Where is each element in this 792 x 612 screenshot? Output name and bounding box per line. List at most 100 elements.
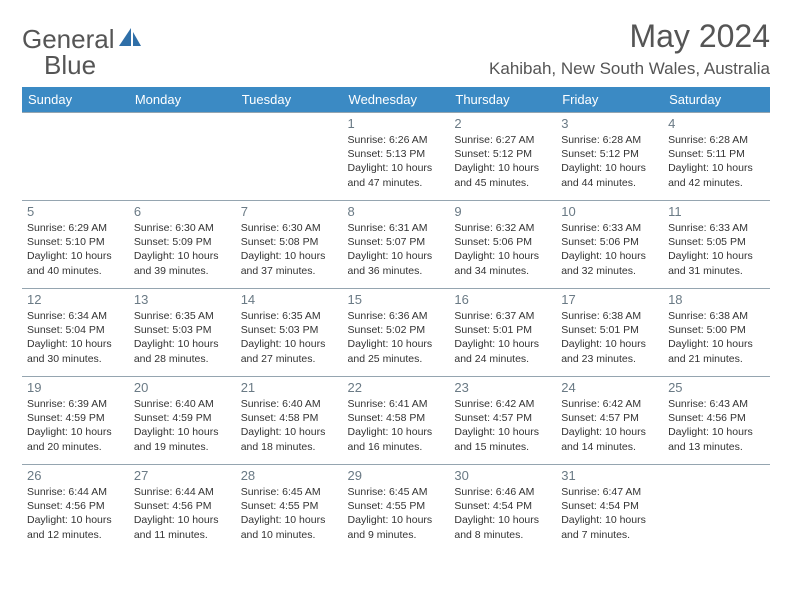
- info-line: Daylight: 10 hours: [561, 249, 658, 263]
- info-line: Sunset: 5:06 PM: [454, 235, 551, 249]
- empty-cell: [129, 113, 236, 201]
- info-line: Sunrise: 6:45 AM: [348, 485, 445, 499]
- info-line: and 16 minutes.: [348, 440, 445, 454]
- info-line: Daylight: 10 hours: [134, 337, 231, 351]
- day-cell: 28Sunrise: 6:45 AMSunset: 4:55 PMDayligh…: [236, 465, 343, 553]
- day-number: 14: [241, 292, 338, 307]
- info-line: and 21 minutes.: [668, 352, 765, 366]
- day-info: Sunrise: 6:40 AMSunset: 4:59 PMDaylight:…: [134, 397, 231, 454]
- empty-cell: [236, 113, 343, 201]
- day-cell: 4Sunrise: 6:28 AMSunset: 5:11 PMDaylight…: [663, 113, 770, 201]
- weekday-header: Tuesday: [236, 87, 343, 113]
- info-line: Daylight: 10 hours: [454, 337, 551, 351]
- info-line: Sunset: 5:11 PM: [668, 147, 765, 161]
- info-line: Sunrise: 6:40 AM: [241, 397, 338, 411]
- info-line: Sunset: 5:02 PM: [348, 323, 445, 337]
- info-line: Daylight: 10 hours: [668, 337, 765, 351]
- month-title: May 2024: [489, 18, 770, 55]
- info-line: Sunrise: 6:28 AM: [668, 133, 765, 147]
- day-number: 23: [454, 380, 551, 395]
- info-line: Daylight: 10 hours: [348, 337, 445, 351]
- day-cell: 23Sunrise: 6:42 AMSunset: 4:57 PMDayligh…: [449, 377, 556, 465]
- day-cell: 20Sunrise: 6:40 AMSunset: 4:59 PMDayligh…: [129, 377, 236, 465]
- info-line: Sunset: 4:54 PM: [454, 499, 551, 513]
- info-line: Daylight: 10 hours: [561, 337, 658, 351]
- day-info: Sunrise: 6:31 AMSunset: 5:07 PMDaylight:…: [348, 221, 445, 278]
- info-line: Daylight: 10 hours: [241, 513, 338, 527]
- info-line: and 44 minutes.: [561, 176, 658, 190]
- day-number: 17: [561, 292, 658, 307]
- info-line: Daylight: 10 hours: [454, 249, 551, 263]
- day-info: Sunrise: 6:47 AMSunset: 4:54 PMDaylight:…: [561, 485, 658, 542]
- info-line: Sunset: 5:12 PM: [454, 147, 551, 161]
- info-line: Sunset: 4:59 PM: [134, 411, 231, 425]
- day-cell: 14Sunrise: 6:35 AMSunset: 5:03 PMDayligh…: [236, 289, 343, 377]
- day-info: Sunrise: 6:33 AMSunset: 5:05 PMDaylight:…: [668, 221, 765, 278]
- info-line: Sunset: 5:08 PM: [241, 235, 338, 249]
- info-line: Sunrise: 6:37 AM: [454, 309, 551, 323]
- week-row: 12Sunrise: 6:34 AMSunset: 5:04 PMDayligh…: [22, 289, 770, 377]
- day-info: Sunrise: 6:36 AMSunset: 5:02 PMDaylight:…: [348, 309, 445, 366]
- day-info: Sunrise: 6:43 AMSunset: 4:56 PMDaylight:…: [668, 397, 765, 454]
- info-line: Daylight: 10 hours: [348, 161, 445, 175]
- day-cell: 2 Sunrise: 6:27 AMSunset: 5:12 PMDaylight…: [449, 113, 556, 201]
- day-info: Sunrise: 6:37 AMSunset: 5:01 PMDaylight:…: [454, 309, 551, 366]
- info-line: Sunrise: 6:44 AM: [134, 485, 231, 499]
- day-cell: 22Sunrise: 6:41 AMSunset: 4:58 PMDayligh…: [343, 377, 450, 465]
- day-info: Sunrise: 6:38 AMSunset: 5:01 PMDaylight:…: [561, 309, 658, 366]
- info-line: and 15 minutes.: [454, 440, 551, 454]
- info-line: and 10 minutes.: [241, 528, 338, 542]
- week-row: 1Sunrise: 6:26 AMSunset: 5:13 PMDaylight…: [22, 113, 770, 201]
- info-line: Daylight: 10 hours: [348, 425, 445, 439]
- day-cell: 30Sunrise: 6:46 AMSunset: 4:54 PMDayligh…: [449, 465, 556, 553]
- day-info: Sunrise: 6:33 AMSunset: 5:06 PMDaylight:…: [561, 221, 658, 278]
- day-number: 27: [134, 468, 231, 483]
- day-number: 1: [348, 116, 445, 131]
- day-number: 12: [27, 292, 124, 307]
- info-line: and 14 minutes.: [561, 440, 658, 454]
- info-line: Sunrise: 6:39 AM: [27, 397, 124, 411]
- empty-cell: [22, 113, 129, 201]
- day-info: Sunrise: 6:42 AMSunset: 4:57 PMDaylight:…: [561, 397, 658, 454]
- info-line: and 30 minutes.: [27, 352, 124, 366]
- day-number: 24: [561, 380, 658, 395]
- info-line: Daylight: 10 hours: [27, 513, 124, 527]
- day-info: Sunrise: 6:45 AMSunset: 4:55 PMDaylight:…: [348, 485, 445, 542]
- day-number: 6: [134, 204, 231, 219]
- info-line: Sunset: 5:13 PM: [348, 147, 445, 161]
- info-line: Daylight: 10 hours: [668, 249, 765, 263]
- info-line: Daylight: 10 hours: [27, 337, 124, 351]
- day-cell: 27Sunrise: 6:44 AMSunset: 4:56 PMDayligh…: [129, 465, 236, 553]
- day-cell: 10Sunrise: 6:33 AMSunset: 5:06 PMDayligh…: [556, 201, 663, 289]
- weekday-header: Sunday: [22, 87, 129, 113]
- info-line: Sunset: 5:00 PM: [668, 323, 765, 337]
- info-line: Sunrise: 6:47 AM: [561, 485, 658, 499]
- day-info: Sunrise: 6:35 AMSunset: 5:03 PMDaylight:…: [134, 309, 231, 366]
- info-line: Daylight: 10 hours: [454, 513, 551, 527]
- day-cell: 6Sunrise: 6:30 AMSunset: 5:09 PMDaylight…: [129, 201, 236, 289]
- calendar-table: SundayMondayTuesdayWednesdayThursdayFrid…: [22, 87, 770, 553]
- weekday-header: Saturday: [663, 87, 770, 113]
- info-line: Sunset: 5:04 PM: [27, 323, 124, 337]
- day-cell: 9Sunrise: 6:32 AMSunset: 5:06 PMDaylight…: [449, 201, 556, 289]
- info-line: and 42 minutes.: [668, 176, 765, 190]
- info-line: Sunrise: 6:27 AM: [454, 133, 551, 147]
- info-line: and 19 minutes.: [134, 440, 231, 454]
- info-line: Daylight: 10 hours: [454, 161, 551, 175]
- info-line: Sunrise: 6:44 AM: [27, 485, 124, 499]
- day-cell: 24 Sunrise: 6:42 AMSunset: 4:57 PMDayligh…: [556, 377, 663, 465]
- info-line: Daylight: 10 hours: [27, 249, 124, 263]
- day-number: 8: [348, 204, 445, 219]
- logo-word2: Blue: [44, 50, 96, 81]
- weekday-header: Monday: [129, 87, 236, 113]
- info-line: Sunrise: 6:28 AM: [561, 133, 658, 147]
- info-line: Sunrise: 6:34 AM: [27, 309, 124, 323]
- week-row: 26Sunrise: 6:44 AMSunset: 4:56 PMDayligh…: [22, 465, 770, 553]
- info-line: Sunrise: 6:42 AM: [561, 397, 658, 411]
- info-line: Sunset: 4:56 PM: [27, 499, 124, 513]
- day-info: Sunrise: 6:46 AMSunset: 4:54 PMDaylight:…: [454, 485, 551, 542]
- info-line: and 13 minutes.: [668, 440, 765, 454]
- day-cell: 7Sunrise: 6:30 AMSunset: 5:08 PMDaylight…: [236, 201, 343, 289]
- day-number: 2: [454, 116, 551, 131]
- day-number: 26: [27, 468, 124, 483]
